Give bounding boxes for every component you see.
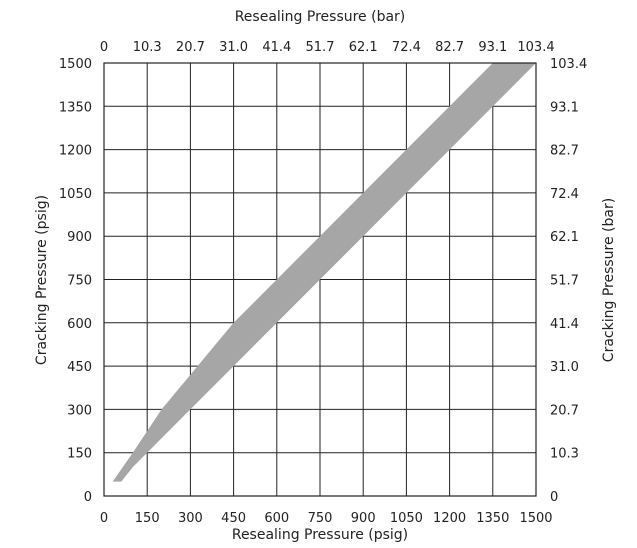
x-axis-top: 0 10.3 20.7 31.0 41.4 51.7 62.1 72.4 82.7 93.1 103…	[100, 40, 555, 55]
y-tick-right-8: 82.7	[550, 144, 579, 159]
y-tick-right-3: 31.0	[550, 360, 579, 375]
x-tick-top-10: 103.4	[517, 40, 554, 55]
x-axis-bottom-title: Resealing Pressure (psig)	[232, 527, 408, 543]
x-tick-bottom-10: 1500	[519, 511, 552, 526]
x-tick-top-9: 93.1	[478, 40, 507, 55]
x-tick-bottom-9: 1350	[476, 511, 509, 526]
x-tick-bottom-1: 150	[135, 511, 160, 526]
y-tick-right-2: 20.7	[550, 403, 579, 418]
x-tick-bottom-0: 0	[100, 511, 108, 526]
plot-frame	[103, 62, 537, 497]
y-tick-left-5: 750	[67, 274, 92, 289]
x-tick-bottom-3: 450	[221, 511, 246, 526]
x-tick-bottom-5: 750	[308, 511, 333, 526]
y-tick-right-1: 10.3	[550, 447, 579, 462]
y-tick-left-3: 450	[67, 360, 92, 375]
x-tick-top-5: 51.7	[306, 40, 335, 55]
y-tick-right-0: 0	[550, 490, 558, 505]
x-tick-top-8: 82.7	[435, 40, 464, 55]
y-tick-left-0: 0	[84, 490, 92, 505]
y-axis-left-title: Cracking Pressure (psig)	[34, 195, 50, 365]
x-tick-top-4: 41.4	[262, 40, 291, 55]
y-tick-left-1: 150	[67, 447, 92, 462]
y-tick-left-7: 1050	[59, 187, 92, 202]
y-axis-right-title: Cracking Pressure (bar)	[601, 198, 617, 362]
x-tick-top-6: 62.1	[349, 40, 378, 55]
y-tick-right-7: 72.4	[550, 187, 579, 202]
y-axis-right: 0 10.3 20.7 31.0 41.4 51.7 62.1 72.4 82.7 93.1 103…	[550, 57, 587, 505]
y-tick-right-10: 103.4	[550, 57, 587, 72]
x-tick-top-2: 20.7	[176, 40, 205, 55]
x-tick-top-3: 31.0	[219, 40, 248, 55]
x-axis-top-title: Resealing Pressure (bar)	[235, 9, 406, 25]
x-tick-top-0: 0	[100, 40, 108, 55]
y-tick-left-8: 1200	[59, 144, 92, 159]
x-tick-top-7: 72.4	[392, 40, 421, 55]
x-tick-top-1: 10.3	[133, 40, 162, 55]
y-tick-left-9: 1350	[59, 100, 92, 115]
pressure-band	[112, 63, 536, 482]
y-tick-left-2: 300	[67, 403, 92, 418]
x-tick-bottom-4: 600	[264, 511, 289, 526]
x-tick-bottom-2: 300	[178, 511, 203, 526]
x-tick-bottom-6: 900	[351, 511, 376, 526]
y-tick-left-4: 600	[67, 317, 92, 332]
y-axis-left: 0 150 300 450 600 750 900 1050 1200 1350 1500	[59, 57, 92, 505]
y-tick-right-6: 62.1	[550, 230, 579, 245]
y-tick-left-6: 900	[67, 230, 92, 245]
x-axis-bottom: 0 150 300 450 600 750 900 1050 1200 1350 1500	[100, 511, 553, 526]
y-tick-right-5: 51.7	[550, 274, 579, 289]
y-tick-right-4: 41.4	[550, 317, 579, 332]
y-tick-right-9: 93.1	[550, 100, 579, 115]
y-tick-left-10: 1500	[59, 57, 92, 72]
x-tick-bottom-7: 1050	[390, 511, 423, 526]
x-tick-bottom-8: 1200	[433, 511, 466, 526]
